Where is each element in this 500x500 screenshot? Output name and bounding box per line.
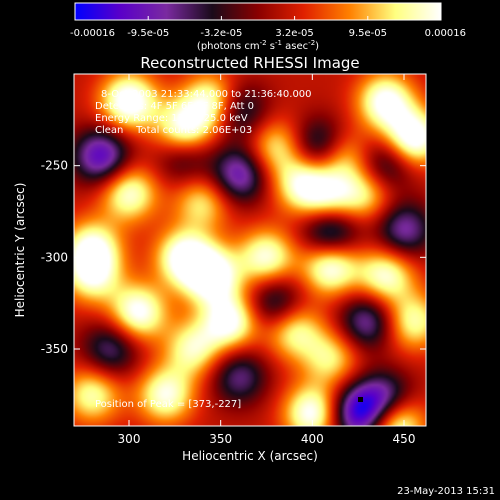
colorbar-tick-label: 9.5e-05: [349, 28, 387, 39]
y-axis-label: Heliocentric Y (arcsec): [13, 183, 27, 318]
plot-frame: [73, 73, 427, 427]
peak-marker: [358, 397, 363, 402]
colorbar: [74, 2, 442, 21]
x-tick-label: 350: [209, 432, 232, 446]
colorbar-tick-label: 3.2e-05: [275, 28, 313, 39]
colorbar-tick-label: -9.5e-05: [127, 28, 169, 39]
x-tick-label: 400: [301, 432, 324, 446]
y-tick-label: -250: [41, 159, 68, 173]
y-axis-ticks: [74, 165, 426, 350]
y-tick-label: -300: [41, 250, 68, 264]
y-axis-tick-labels: -250 -300 -350: [41, 159, 68, 356]
info-line-time: 8-Oct-2003 21:33:44.000 to 21:36:40.000: [101, 89, 312, 100]
x-tick-label: 450: [393, 432, 416, 446]
colorbar-tick-label: 0.00016: [425, 28, 466, 39]
info-line-energy: Energy Range: 12.0 - 25.0 keV: [95, 113, 248, 124]
colorbar-ticks: [74, 16, 442, 20]
x-axis-label: Heliocentric X (arcsec): [182, 449, 318, 463]
colorbar-tick-labels: -0.00016 -9.5e-05 -3.2e-05 3.2e-05 9.5e-05 0.…: [70, 28, 466, 39]
x-tick-label: 300: [118, 432, 141, 446]
heatmap-area: [74, 74, 426, 426]
x-axis-tick-labels: 300 350 400 450: [118, 432, 416, 446]
colorbar-tick-label: -3.2e-05: [200, 28, 242, 39]
heatmap-image: [74, 74, 426, 426]
peak-position-label: Position of Peak = [373,-227]: [95, 399, 241, 410]
x-axis-ticks: [128, 74, 405, 426]
y-tick-label: -350: [41, 342, 68, 356]
chart-title: Reconstructed RHESSI Image: [140, 54, 359, 72]
info-line-detectors: Detectors: 4F 5F 6F 7F 8F, Att 0: [95, 101, 254, 112]
info-line-counts: Clean Total counts: 2.06E+03: [95, 125, 252, 136]
colorbar-tick-label: -0.00016: [70, 28, 115, 39]
timestamp: 23-May-2013 15:31: [397, 486, 495, 497]
colorbar-unit-label: (photons cm-2 s-1 asec-2): [197, 39, 319, 52]
